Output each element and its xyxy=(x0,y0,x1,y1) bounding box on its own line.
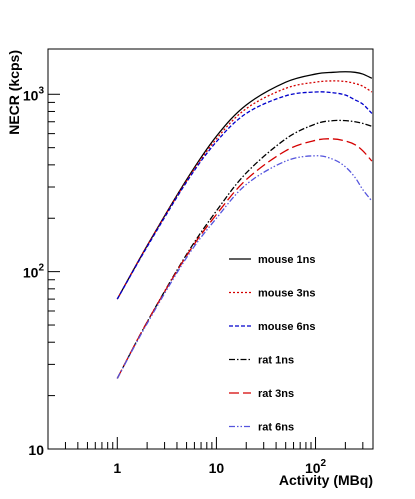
legend-entry-label: rat 6ns xyxy=(258,422,294,434)
plot-area xyxy=(47,48,374,450)
legend-entry-label: mouse 6ns xyxy=(258,321,315,333)
series-line-mouse-3ns xyxy=(116,80,373,300)
y-tick-label: 10 xyxy=(28,442,44,458)
y-tick-label: 102 xyxy=(23,263,45,281)
plot-frame xyxy=(47,48,374,450)
legend-entry-label: mouse 1ns xyxy=(258,254,315,266)
series-line-rat-3ns xyxy=(116,138,373,379)
legend-entry-label: rat 3ns xyxy=(258,388,294,400)
legend: mouse 1ns mouse 3ns mouse 6ns rat 1ns rat 3n… xyxy=(229,254,315,434)
axis-labels: Activity (MBq) NECR (kcps) xyxy=(6,50,373,488)
series-line-mouse-6ns xyxy=(116,91,373,300)
y-tick-label: 103 xyxy=(23,85,45,103)
y-axis-label: NECR (kcps) xyxy=(6,50,22,135)
legend-entry-label: mouse 3ns xyxy=(258,288,315,300)
x-tick-label: 102 xyxy=(305,458,327,476)
axis-ticks: 1 10 102 10 102 103 xyxy=(23,85,364,476)
series-line-rat-1ns xyxy=(116,119,373,379)
legend-entry-label: rat 1ns xyxy=(258,355,294,367)
x-axis-label: Activity (MBq) xyxy=(279,472,373,488)
series-lines xyxy=(116,71,373,379)
x-tick-label: 1 xyxy=(113,460,121,476)
x-tick-label: 10 xyxy=(209,460,225,476)
series-line-mouse-1ns xyxy=(116,71,373,300)
series-line-rat-6ns xyxy=(116,155,373,379)
